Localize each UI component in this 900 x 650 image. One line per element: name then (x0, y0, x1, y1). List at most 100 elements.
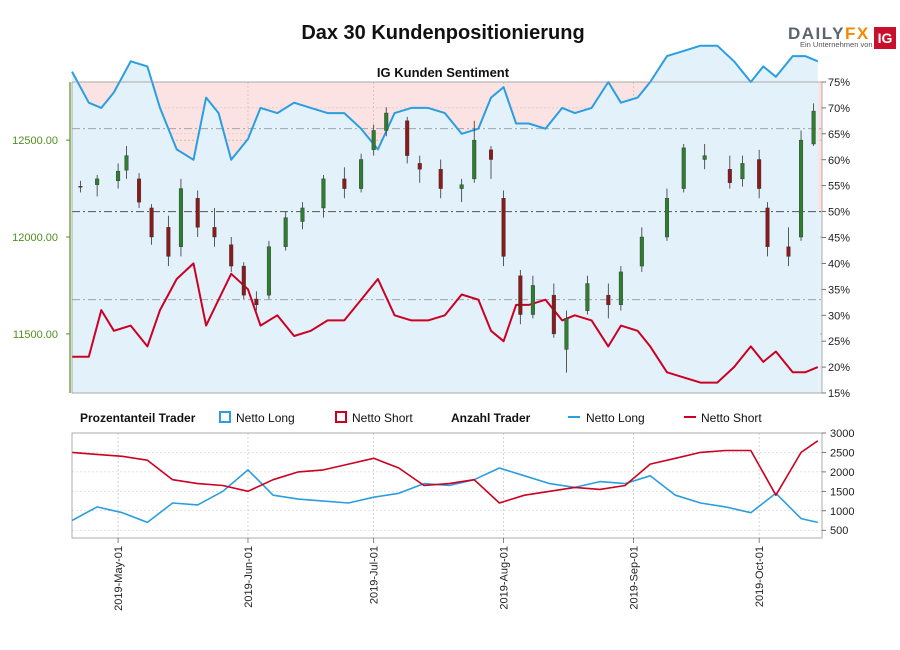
pct-axis: 15% 20% 25% 30% 35% 40% 45% 50% 55% 60% 65% 70% 75% (822, 77, 850, 400)
pct-lines (71, 44, 819, 384)
candle-body (212, 227, 217, 238)
short-pct-line (72, 262, 819, 384)
date-axis: 2019-May-01 2019-Jun-01 2019-Jul-01 2019-Au… (113, 538, 766, 611)
date-tick-label: 2019-Aug-01 (499, 546, 511, 610)
count-tick-label: 2500 (830, 447, 854, 459)
candle-body (606, 294, 611, 306)
candle-body (740, 163, 745, 180)
count-tick-label: 500 (830, 525, 848, 537)
candle-body (564, 318, 569, 350)
pct-tick-label: 15% (828, 388, 850, 400)
legend-pct-title: Prozentanteil Trader (80, 411, 196, 425)
legend-count-long-label: Netto Long (586, 411, 645, 425)
legend-pct-short-swatch (335, 411, 347, 423)
ig-badge: IG (874, 27, 896, 49)
count-long-line (71, 467, 818, 524)
candle-body (283, 217, 288, 247)
candle-body (618, 271, 623, 306)
candle-body (78, 186, 83, 188)
date-tick-label: 2019-Jul-01 (369, 546, 381, 604)
pct-tick-label: 65% (828, 129, 850, 141)
dailyfx-logo: DAILYFX Ein Unternehmen von IG (788, 24, 898, 50)
candle-body (95, 178, 100, 185)
pct-tick-label: 55% (828, 181, 850, 193)
candle-body (585, 283, 590, 311)
logo-wordmark: DAILYFX (788, 24, 870, 43)
date-tick-label: 2019-Jun-01 (243, 546, 255, 608)
count-tick-label: 1500 (830, 486, 854, 498)
candle-body (266, 246, 271, 296)
legend-count-title: Anzahl Trader (451, 411, 531, 425)
candle-body (417, 163, 422, 170)
candle-body (405, 120, 410, 156)
date-tick-label: 2019-Oct-01 (754, 546, 766, 607)
pct-tick-label: 60% (828, 155, 850, 167)
candle-body (178, 188, 183, 247)
candle-body (241, 265, 246, 296)
legend-pct-short-label: Netto Short (352, 411, 413, 425)
candle-body (229, 244, 234, 267)
legend-count-short-label: Netto Short (701, 411, 762, 425)
candle-body (530, 285, 535, 315)
candle-body (300, 207, 305, 222)
candle-body (811, 110, 816, 145)
date-tick-label: 2019-Sep-01 (628, 546, 640, 610)
price-tick-label: 11500.00 (13, 329, 58, 341)
pct-tick-label: 30% (828, 310, 850, 322)
candle-body (149, 207, 154, 238)
count-lines (71, 440, 819, 524)
long-pct-fill (72, 45, 818, 393)
count-short-line (71, 440, 819, 504)
price-axis: 11500.00 12000.00 12500.00 (12, 135, 70, 341)
long-pct-line (71, 44, 819, 161)
candle-body (438, 168, 443, 189)
legend-pct-long-label: Netto Long (236, 411, 295, 425)
chart-subtitle: IG Kunden Sentiment (377, 65, 510, 80)
candle-body (459, 184, 464, 189)
pct-tick-label: 40% (828, 258, 850, 270)
candle-body (501, 198, 506, 257)
candle-body (124, 155, 129, 171)
pct-tick-label: 50% (828, 207, 850, 219)
count-tick-label: 1000 (830, 506, 854, 518)
legend-pct-long-swatch (219, 411, 231, 423)
price-candles (78, 103, 816, 373)
candle-body (254, 298, 259, 306)
candle-body (472, 139, 477, 180)
pct-tick-label: 45% (828, 233, 850, 245)
candle-body (664, 198, 669, 238)
candle-body (765, 207, 770, 247)
date-tick-label: 2019-May-01 (113, 546, 125, 611)
candle-body (116, 170, 121, 182)
candle-body (799, 139, 804, 238)
main-panel: 11500.00 12000.00 12500.00 15% 20% 25% 30% 35%… (12, 44, 850, 400)
candle-body (321, 178, 326, 209)
logo-tagline: Ein Unternehmen von (800, 40, 873, 49)
count-tick-label: 3000 (830, 428, 854, 440)
count-panel: 500 1000 1500 2000 2500 3000 (71, 428, 854, 539)
candle-body (757, 159, 762, 189)
candle-body (727, 168, 732, 183)
count-axis: 500 1000 1500 2000 2500 3000 (822, 428, 854, 537)
candle-body (518, 275, 523, 315)
long-pct-area (72, 45, 818, 393)
candle-body (551, 294, 556, 335)
candle-body (488, 149, 493, 160)
price-tick-label: 12000.00 (12, 232, 58, 244)
pct-tick-label: 25% (828, 336, 850, 348)
candle-body (786, 246, 791, 257)
count-tick-label: 2000 (830, 467, 854, 479)
pct-tick-label: 20% (828, 362, 850, 374)
candle-body (639, 236, 644, 267)
pct-tick-label: 35% (828, 284, 850, 296)
count-panel-border (71, 432, 823, 539)
candle-body (342, 178, 347, 189)
chart-title: Dax 30 Kundenpositionierung (301, 22, 585, 44)
price-tick-label: 12500.00 (12, 135, 58, 147)
candle-body (702, 155, 707, 160)
candle-body (681, 147, 686, 189)
pct-tick-label: 75% (828, 77, 850, 89)
pct-tick-label: 70% (828, 103, 850, 115)
candle-body (384, 112, 389, 131)
candle-body (166, 227, 171, 257)
